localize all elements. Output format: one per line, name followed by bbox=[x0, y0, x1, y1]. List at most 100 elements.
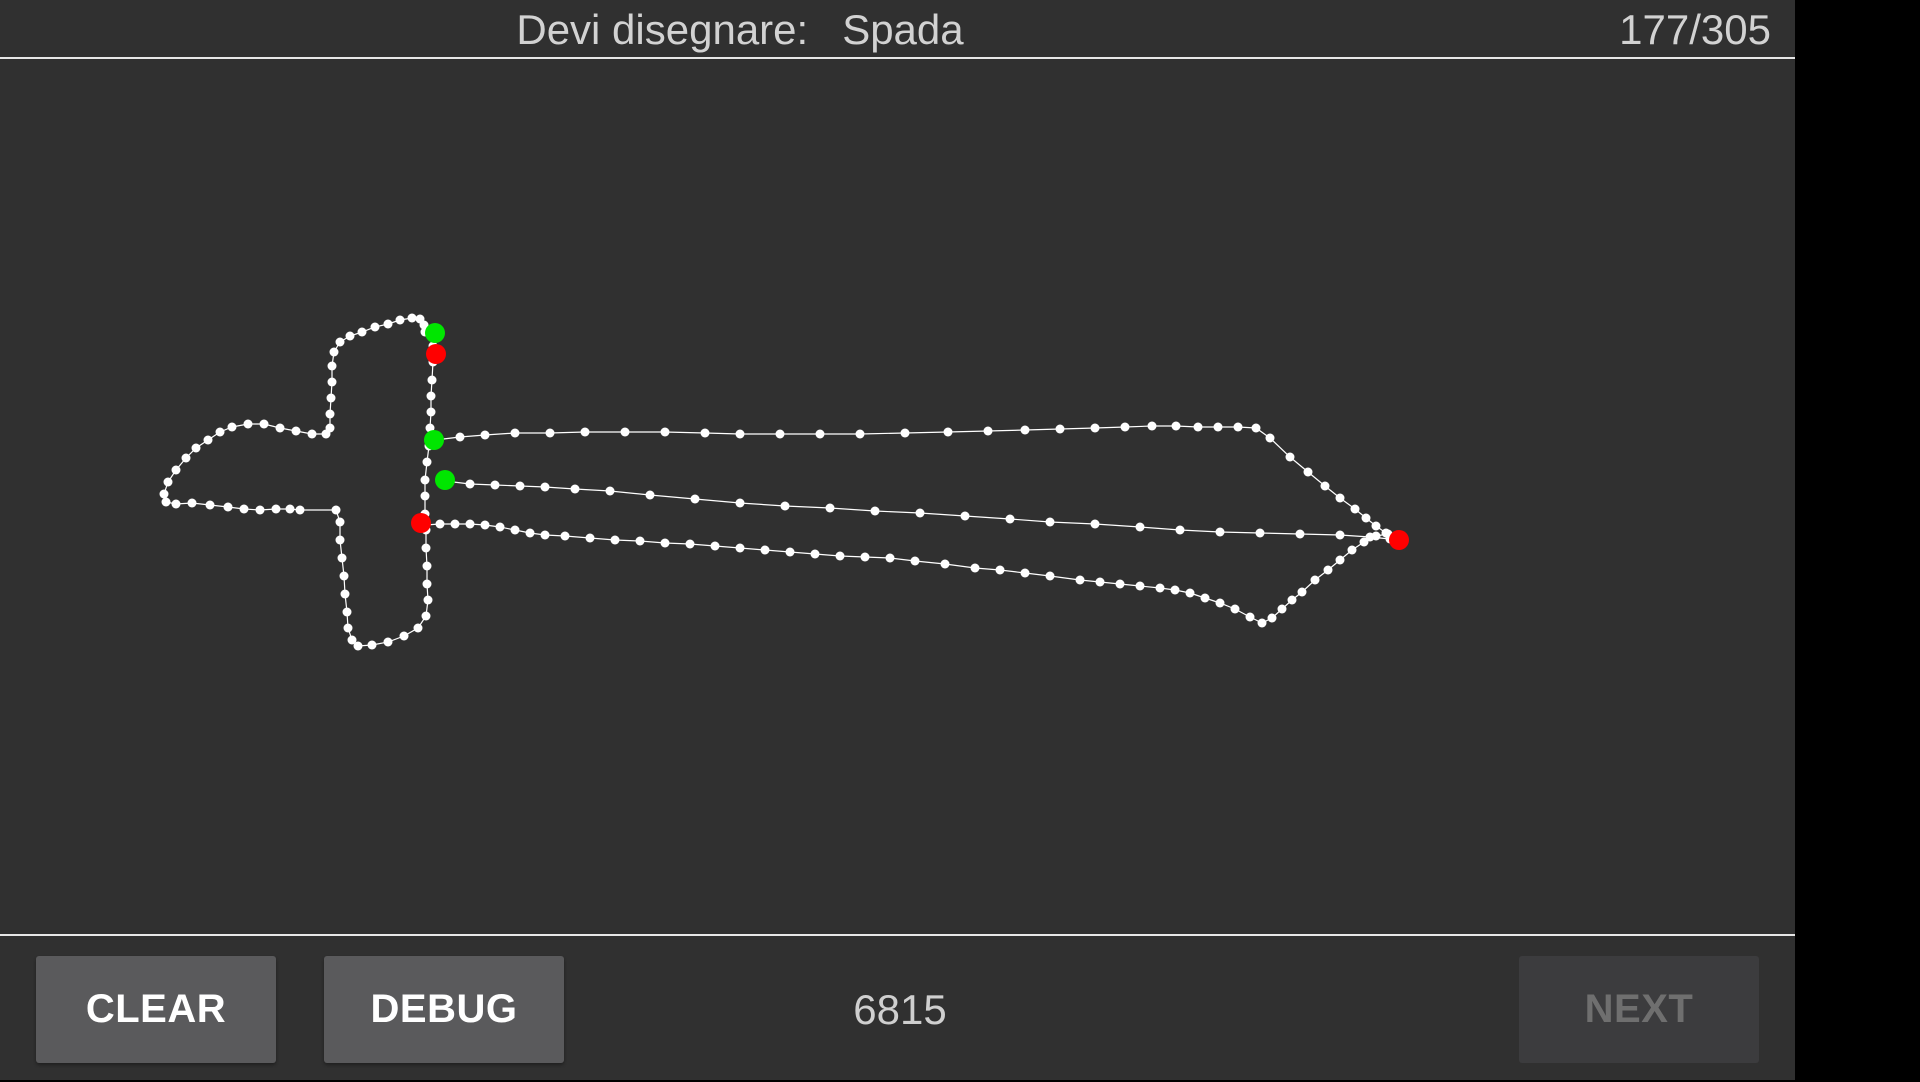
stroke-point bbox=[307, 429, 317, 439]
stroke-point bbox=[585, 533, 595, 543]
stroke-point bbox=[223, 502, 233, 512]
stroke-point bbox=[1359, 537, 1369, 547]
stroke-point bbox=[415, 314, 425, 324]
stroke-point bbox=[395, 315, 405, 325]
stroke-point bbox=[1335, 493, 1345, 503]
stroke-point bbox=[285, 504, 295, 514]
stroke-point bbox=[983, 426, 993, 436]
stroke-point bbox=[1255, 528, 1265, 538]
stroke-point bbox=[735, 543, 745, 553]
stroke-point bbox=[191, 443, 201, 453]
stroke-point bbox=[275, 423, 285, 433]
stroke-point bbox=[1155, 583, 1165, 593]
stroke-point bbox=[760, 545, 770, 555]
stroke-point bbox=[239, 504, 249, 514]
stroke-point bbox=[1267, 613, 1277, 623]
sketch-drawing bbox=[159, 313, 1409, 651]
stroke-point bbox=[422, 579, 432, 589]
stroke-point bbox=[399, 631, 409, 641]
stroke-point bbox=[327, 377, 337, 387]
stroke-point bbox=[690, 494, 700, 504]
stroke-point bbox=[455, 432, 465, 442]
stroke-point bbox=[560, 531, 570, 541]
stroke-point bbox=[1245, 612, 1255, 622]
stroke-point bbox=[1115, 579, 1125, 589]
stroke-point bbox=[340, 589, 350, 599]
stroke-point bbox=[1371, 521, 1381, 531]
next-button[interactable]: NEXT bbox=[1519, 956, 1759, 1063]
stroke-point bbox=[1233, 422, 1243, 432]
stroke-4 bbox=[415, 519, 1393, 628]
stroke-point bbox=[329, 347, 339, 357]
stroke-point bbox=[1175, 525, 1185, 535]
stroke-point bbox=[580, 427, 590, 437]
stroke-point bbox=[943, 427, 953, 437]
stroke-point bbox=[420, 475, 430, 485]
stroke-point bbox=[1297, 587, 1307, 597]
stroke-point bbox=[421, 543, 431, 553]
stroke-point bbox=[1171, 421, 1181, 431]
stroke-point bbox=[422, 561, 432, 571]
stroke-point bbox=[337, 553, 347, 563]
stroke-point bbox=[1135, 581, 1145, 591]
stroke-point bbox=[775, 429, 785, 439]
stroke-point bbox=[1193, 422, 1203, 432]
stroke-point bbox=[1335, 530, 1345, 540]
stroke-point bbox=[635, 536, 645, 546]
stroke-end-marker bbox=[426, 344, 446, 364]
stroke-point bbox=[343, 623, 353, 633]
stroke-point bbox=[367, 640, 377, 650]
stroke-point bbox=[710, 541, 720, 551]
stroke-point bbox=[450, 519, 460, 529]
drawing-app: Devi disegnare: Spada 177/305 CLEAR DEBUG… bbox=[0, 0, 1795, 1080]
debug-button[interactable]: DEBUG bbox=[324, 956, 564, 1063]
stroke-2 bbox=[430, 421, 1397, 543]
clear-button[interactable]: CLEAR bbox=[36, 956, 276, 1063]
stroke-point bbox=[810, 549, 820, 559]
stroke-point bbox=[163, 477, 173, 487]
stroke-point bbox=[1285, 452, 1295, 462]
stroke-point bbox=[187, 498, 197, 508]
stroke-point bbox=[1277, 604, 1287, 614]
stroke-point bbox=[1147, 421, 1157, 431]
stroke-point bbox=[1135, 522, 1145, 532]
stroke-point bbox=[422, 457, 432, 467]
stroke-point bbox=[465, 519, 475, 529]
stroke-point bbox=[815, 429, 825, 439]
stroke-point bbox=[525, 528, 535, 538]
stroke-point bbox=[413, 623, 423, 633]
stroke-point bbox=[1335, 555, 1345, 565]
stroke-point bbox=[1371, 531, 1381, 541]
stroke-point bbox=[570, 484, 580, 494]
stroke-point bbox=[159, 489, 169, 499]
stroke-point bbox=[335, 535, 345, 545]
stroke-point bbox=[255, 505, 265, 515]
stroke-point bbox=[1361, 513, 1371, 523]
stroke-point bbox=[900, 428, 910, 438]
stroke-point bbox=[335, 517, 345, 527]
stroke-point bbox=[181, 453, 191, 463]
stroke-point bbox=[423, 595, 433, 605]
stroke-point bbox=[480, 520, 490, 530]
stroke-point bbox=[435, 519, 445, 529]
stroke-point bbox=[1295, 529, 1305, 539]
stroke-end-marker bbox=[1389, 530, 1409, 550]
progress-counter: 177/305 bbox=[1619, 6, 1771, 53]
stroke-point bbox=[345, 331, 355, 341]
drawing-canvas[interactable] bbox=[0, 59, 1795, 934]
stroke-point bbox=[1090, 519, 1100, 529]
stroke-point bbox=[480, 430, 490, 440]
stroke-point bbox=[605, 486, 615, 496]
stroke-point bbox=[545, 428, 555, 438]
stroke-point bbox=[540, 482, 550, 492]
stroke-point bbox=[161, 497, 171, 507]
stroke-point bbox=[1310, 575, 1320, 585]
stroke-point bbox=[370, 322, 380, 332]
stroke-point bbox=[243, 419, 253, 429]
stroke-point bbox=[342, 607, 352, 617]
stroke-point bbox=[383, 319, 393, 329]
stroke-point bbox=[1120, 422, 1130, 432]
stroke-point bbox=[421, 611, 431, 621]
stroke-point bbox=[1347, 545, 1357, 555]
stroke-point bbox=[835, 551, 845, 561]
